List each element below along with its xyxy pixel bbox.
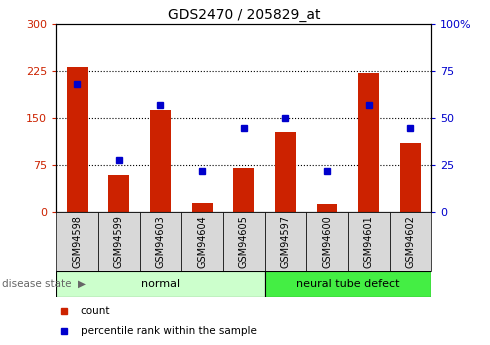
- Text: GSM94599: GSM94599: [114, 215, 124, 268]
- Bar: [108, 175, 129, 212]
- Text: GSM94597: GSM94597: [280, 215, 291, 268]
- FancyBboxPatch shape: [181, 212, 223, 271]
- FancyBboxPatch shape: [265, 271, 431, 297]
- Bar: [400, 143, 421, 212]
- Text: disease state  ▶: disease state ▶: [2, 279, 86, 289]
- Text: percentile rank within the sample: percentile rank within the sample: [81, 326, 257, 336]
- FancyBboxPatch shape: [56, 212, 98, 271]
- Bar: [317, 204, 338, 212]
- Bar: [275, 132, 296, 212]
- Text: count: count: [81, 306, 110, 315]
- Text: GSM94605: GSM94605: [239, 215, 249, 268]
- Text: normal: normal: [141, 279, 180, 289]
- Text: GSM94598: GSM94598: [72, 215, 82, 268]
- Bar: [358, 73, 379, 212]
- FancyBboxPatch shape: [390, 212, 431, 271]
- FancyBboxPatch shape: [223, 212, 265, 271]
- Text: GSM94604: GSM94604: [197, 215, 207, 268]
- Text: neural tube defect: neural tube defect: [296, 279, 400, 289]
- Bar: [67, 67, 88, 212]
- FancyBboxPatch shape: [306, 212, 348, 271]
- FancyBboxPatch shape: [265, 212, 306, 271]
- Bar: [150, 110, 171, 212]
- FancyBboxPatch shape: [140, 212, 181, 271]
- Text: GSM94602: GSM94602: [405, 215, 416, 268]
- Text: GSM94601: GSM94601: [364, 215, 374, 268]
- FancyBboxPatch shape: [56, 271, 265, 297]
- FancyBboxPatch shape: [348, 212, 390, 271]
- FancyBboxPatch shape: [98, 212, 140, 271]
- Text: GSM94600: GSM94600: [322, 215, 332, 268]
- Text: GSM94603: GSM94603: [155, 215, 166, 268]
- Bar: [233, 168, 254, 212]
- Title: GDS2470 / 205829_at: GDS2470 / 205829_at: [168, 8, 320, 22]
- Bar: [192, 203, 213, 212]
